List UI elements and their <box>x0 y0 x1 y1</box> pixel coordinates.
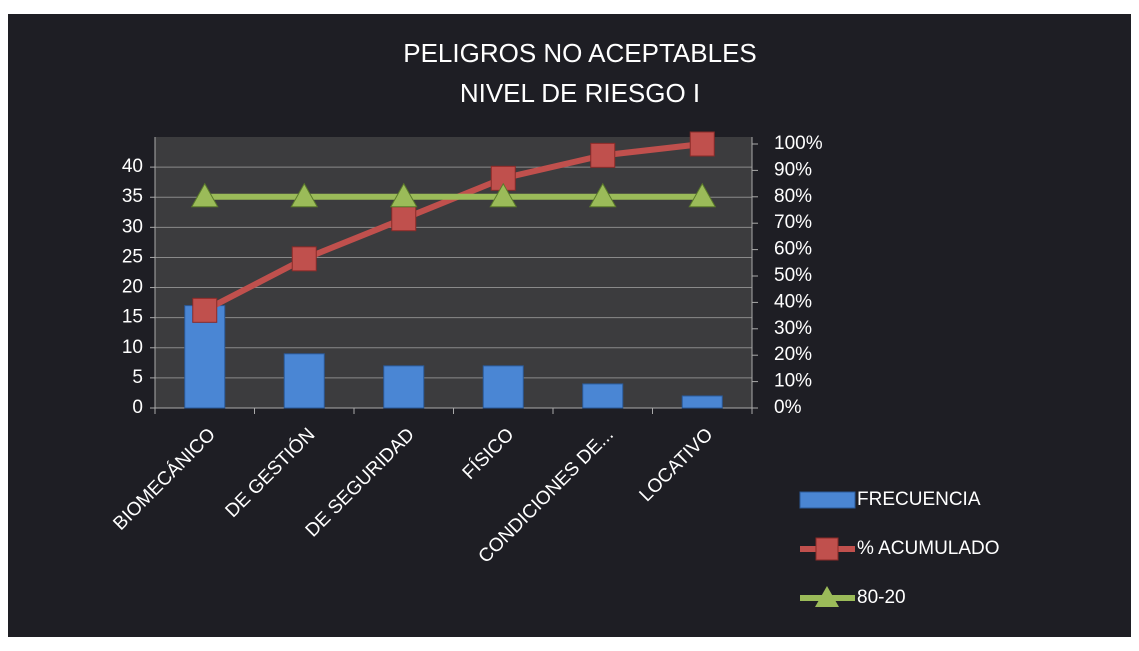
legend-label: 80-20 <box>857 587 906 608</box>
y-tick-label: 25 <box>122 246 143 267</box>
marker <box>590 142 616 168</box>
bar <box>482 365 524 409</box>
marker <box>688 182 717 208</box>
bar <box>383 365 425 409</box>
legend-swatch <box>799 491 856 509</box>
y2-tick-label: 20% <box>774 344 812 365</box>
y2-tick-label: 60% <box>774 239 812 260</box>
y-tick-label: 35 <box>122 186 143 207</box>
chart-subtitle: NIVEL DE RIESGO I <box>460 78 700 108</box>
y2-tick-label: 70% <box>774 212 812 233</box>
y-tick-label: 30 <box>122 216 143 237</box>
y2-tick-label: 100% <box>774 133 823 154</box>
legend-label: FRECUENCIA <box>857 489 981 510</box>
legend-marker <box>815 586 839 607</box>
marker <box>291 246 317 272</box>
marker <box>588 182 617 208</box>
bar <box>283 353 325 409</box>
plot-area <box>155 137 752 408</box>
y-tick-label: 15 <box>122 307 143 328</box>
bar <box>582 383 624 409</box>
legend-label: % ACUMULADO <box>857 538 1000 559</box>
y2-tick-label: 10% <box>774 371 812 392</box>
marker <box>689 131 715 157</box>
y2-tick-label: 50% <box>774 265 812 286</box>
y-tick-label: 20 <box>122 277 143 298</box>
y2-tick-label: 30% <box>774 318 812 339</box>
legend-marker <box>815 537 839 561</box>
y2-tick-label: 0% <box>774 397 802 418</box>
y-tick-label: 10 <box>122 337 143 358</box>
y2-tick-label: 90% <box>774 159 812 180</box>
y2-tick-label: 40% <box>774 291 812 312</box>
chart-title: PELIGROS NO ACEPTABLES <box>403 38 757 68</box>
marker <box>391 206 417 232</box>
marker <box>190 182 219 208</box>
y-tick-label: 40 <box>122 156 143 177</box>
marker <box>192 297 218 323</box>
bar <box>681 395 723 409</box>
y-tick-label: 5 <box>132 367 143 388</box>
marker <box>489 182 518 208</box>
y-tick-label: 0 <box>132 397 143 418</box>
marker <box>389 182 418 208</box>
y2-tick-label: 80% <box>774 186 812 207</box>
marker <box>290 182 319 208</box>
